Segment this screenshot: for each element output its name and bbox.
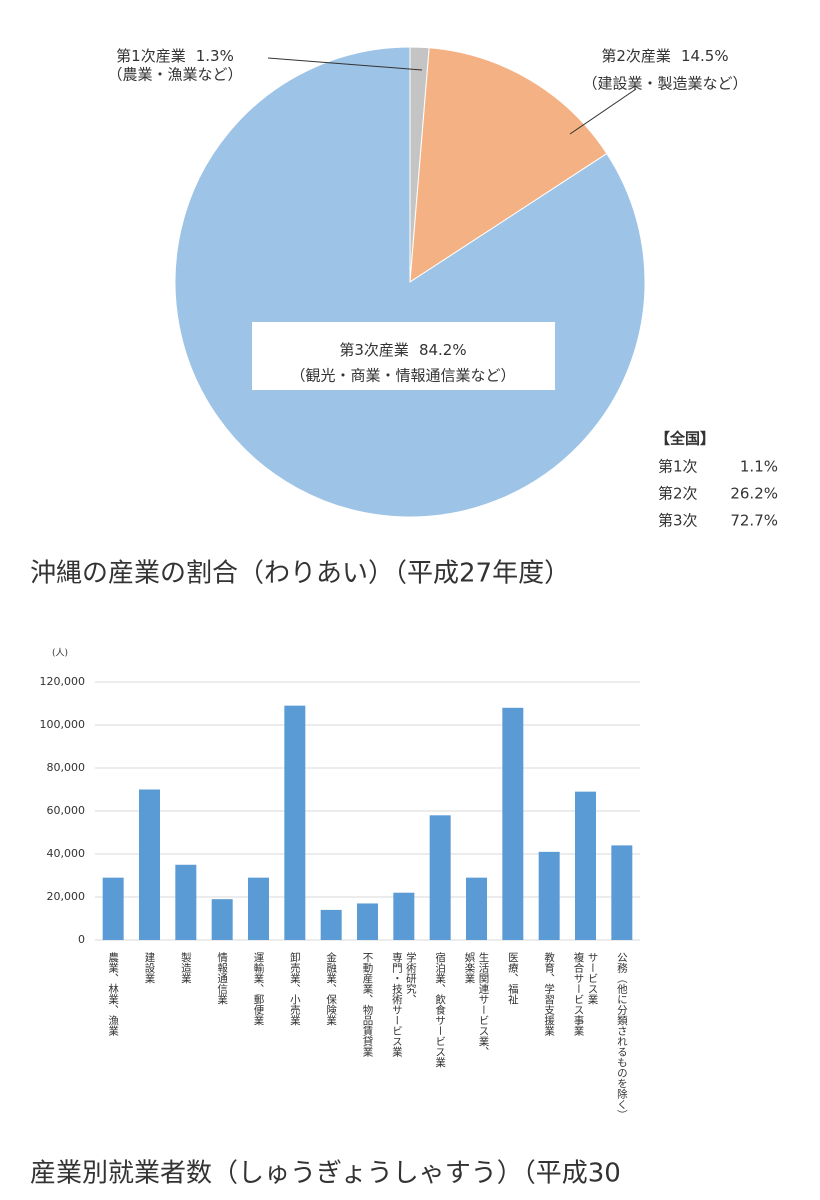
- slice-label: 第2次産業 14.5%: [601, 47, 728, 65]
- slice-description: （農業・漁業など）: [107, 66, 242, 84]
- bar: [502, 707, 524, 940]
- caption: 沖縄の産業の割合（わりあい）（平成27年度）: [30, 559, 570, 589]
- leader-line: [569, 88, 637, 135]
- annotation-title: 【全国】: [655, 430, 715, 448]
- y-tick-label: 60,000: [47, 804, 86, 817]
- leader-line: [267, 57, 423, 71]
- x-tick-label: 生活関連サービス業、: [478, 951, 490, 1057]
- annotation-label: 第2次: [658, 485, 698, 503]
- pie-slice: [409, 47, 608, 283]
- y-tick-label: 0: [78, 933, 85, 946]
- annotation-label: 第1次: [658, 458, 698, 476]
- caption: 産業別就業者数（しゅうぎょうしゃすう）（平成30: [30, 1159, 621, 1189]
- slice-label: 第3次産業 84.2%: [339, 341, 466, 359]
- x-tick-label: 学術研究、: [405, 951, 417, 1004]
- y-tick-label: 40,000: [47, 847, 86, 860]
- x-tick-label: サービス業: [587, 952, 599, 1005]
- bar: [575, 791, 596, 940]
- x-tick-label: 卸売業、小売業: [289, 951, 301, 1026]
- annotation-label: 第3次: [658, 512, 698, 530]
- slice-description: （観光・商業・情報通信業など）: [290, 367, 515, 385]
- bar: [466, 877, 487, 940]
- label-box: [252, 322, 555, 390]
- annotation-value: 26.2%: [730, 485, 778, 503]
- y-tick-label: 20,000: [47, 890, 86, 903]
- bar: [139, 789, 160, 940]
- slice-label: 第1次産業 1.3%: [116, 47, 234, 65]
- x-tick-label: 公務（他に分類されるものを除く）: [616, 952, 628, 1120]
- bar: [284, 705, 306, 940]
- bar: [211, 899, 233, 940]
- x-tick-label: 複合サービス事業: [573, 951, 585, 1037]
- bar: [357, 903, 378, 940]
- x-tick-label: 農業、林業、漁業: [107, 951, 119, 1037]
- bar: [175, 864, 197, 940]
- pie-slice: [174, 46, 646, 518]
- y-tick-label: 100,000: [40, 718, 86, 731]
- x-tick-label: 教育、学習支援業: [543, 951, 555, 1037]
- x-tick-label: 金融業、保険業: [325, 951, 337, 1026]
- x-tick-label: 建設業: [144, 951, 156, 984]
- bar: [429, 815, 451, 940]
- annotation-value: 72.7%: [730, 512, 778, 530]
- annotation-value: 1.1%: [740, 458, 778, 476]
- bar: [611, 845, 633, 940]
- bar: [248, 877, 269, 940]
- x-tick-label: 専門・技術サービス業: [391, 952, 403, 1058]
- bar: [538, 851, 560, 940]
- bar: [320, 909, 342, 940]
- x-tick-label: 娯楽業: [464, 951, 476, 984]
- x-tick-label: 製造業: [180, 951, 192, 984]
- x-tick-label: 宿泊業、飲食サービス業: [434, 951, 446, 1068]
- x-tick-label: 医療、福祉: [507, 952, 519, 1005]
- bar: [393, 892, 415, 940]
- y-tick-label: 120,000: [40, 675, 86, 688]
- x-tick-label: 情報通信業: [216, 951, 228, 1005]
- x-tick-label: 不動産業、物品賃貸業: [362, 952, 374, 1058]
- slice-description: （建設業・製造業など）: [582, 75, 747, 93]
- y-axis-label: (人): [52, 648, 68, 659]
- y-tick-label: 80,000: [47, 761, 86, 774]
- x-tick-label: 運輸業、郵便業: [253, 952, 265, 1026]
- bar: [102, 877, 124, 940]
